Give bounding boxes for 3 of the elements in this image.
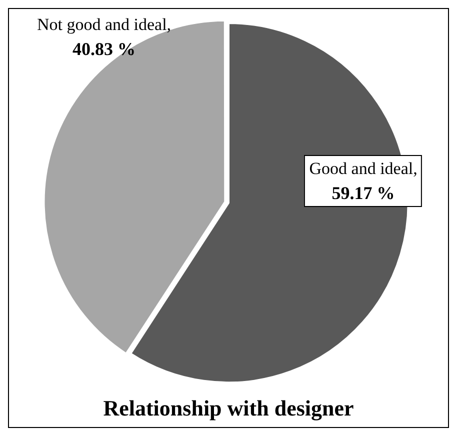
slice-label: Good and ideal [309, 158, 414, 178]
slice-label: Not good and ideal [36, 15, 167, 34]
text: Relationship with designer [103, 395, 354, 420]
